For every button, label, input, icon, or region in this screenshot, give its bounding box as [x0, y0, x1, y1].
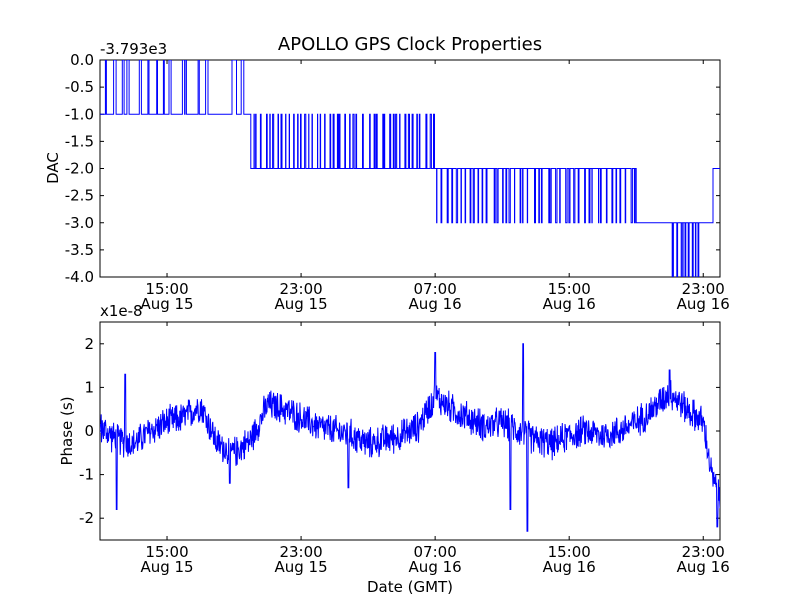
phase-series: [100, 343, 720, 532]
x-tick-label-time: 15:00: [145, 280, 188, 298]
x-tick-label-time: 15:00: [145, 543, 188, 561]
x-tick-label-date: Aug 16: [543, 558, 596, 576]
x-tick-label-date: Aug 16: [677, 295, 730, 313]
phase-y-label: Phase (s): [58, 396, 76, 465]
y-tick-label: 2: [84, 335, 94, 353]
y-tick-label: 1: [84, 378, 94, 396]
dac-line: [100, 60, 720, 277]
y-tick-label: -3.0: [65, 214, 94, 232]
x-tick-label-date: Aug 16: [543, 295, 596, 313]
x-tick-label-time: 23:00: [682, 543, 725, 561]
dac-panel: -3.793e3 0.0 -0.5 -1.0 -1.5 -2.0 -2.5 -3.0 -3.5…: [44, 40, 730, 313]
x-tick-label-time: 23:00: [279, 543, 322, 561]
y-tick-label: -3.5: [65, 241, 94, 259]
dac-y-ticks: 0.0 -0.5 -1.0 -1.5 -2.0 -2.5 -3.0 -3.5 -4.0: [65, 51, 720, 286]
x-tick-label-time: 15:00: [548, 543, 591, 561]
phase-offset-text: x1e-8: [100, 302, 143, 320]
x-tick-label-date: Aug 15: [275, 558, 328, 576]
y-tick-label: 0.0: [70, 51, 94, 69]
dac-y-label: DAC: [44, 152, 62, 184]
x-tick-label-time: 23:00: [682, 280, 725, 298]
y-tick-label: -4.0: [65, 268, 94, 286]
x-tick-label-date: Aug 16: [409, 558, 462, 576]
y-tick-label: -2: [79, 509, 94, 527]
y-tick-label: -2.5: [65, 187, 94, 205]
x-axis-label: Date (GMT): [367, 578, 453, 596]
x-tick-label-time: 23:00: [279, 280, 322, 298]
y-tick-label: -1: [79, 466, 94, 484]
x-tick-label-time: 15:00: [548, 280, 591, 298]
x-tick-label-time: 07:00: [414, 280, 457, 298]
phase-line: [100, 343, 720, 532]
y-tick-label: -0.5: [65, 78, 94, 96]
chart-title: APOLLO GPS Clock Properties: [278, 34, 542, 55]
x-tick-label-date: Aug 16: [677, 558, 730, 576]
x-tick-label-date: Aug 15: [140, 295, 193, 313]
dac-series: [100, 60, 720, 277]
dac-offset-text: -3.793e3: [100, 40, 167, 58]
y-tick-label: -1.5: [65, 132, 94, 150]
x-tick-label-date: Aug 16: [409, 295, 462, 313]
y-tick-label: -1.0: [65, 105, 94, 123]
y-tick-label: 0: [84, 422, 94, 440]
x-tick-label-time: 07:00: [414, 543, 457, 561]
x-tick-label-date: Aug 15: [275, 295, 328, 313]
y-tick-label: -2.0: [65, 160, 94, 178]
x-tick-label-date: Aug 15: [140, 558, 193, 576]
